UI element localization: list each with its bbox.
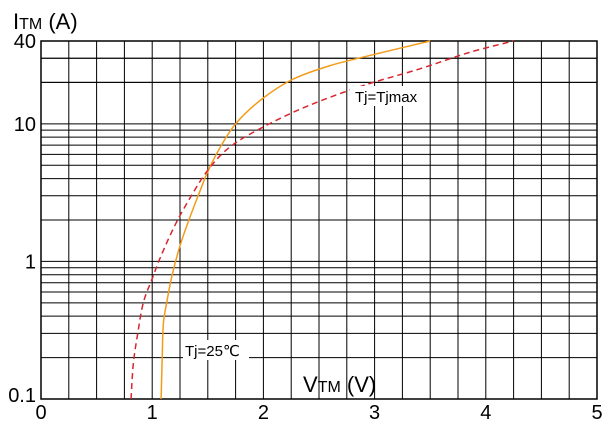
plot-frame <box>40 40 598 400</box>
annotation-background <box>350 86 426 106</box>
annotation-background <box>183 340 249 360</box>
x-tick-label: 3 <box>369 402 380 424</box>
x-axis-label-sub: TM <box>318 379 341 396</box>
x-tick-label: 2 <box>258 402 269 424</box>
annotation-tj25: Tj=25℃ <box>185 343 240 360</box>
series-line-tj-tjmax <box>130 40 514 400</box>
y-tick-label: 1 <box>25 251 36 273</box>
series-group <box>130 40 514 400</box>
x-tick-label: 5 <box>591 402 602 424</box>
y-tick-label: 40 <box>14 31 36 53</box>
x-tick-label: 0 <box>35 402 46 424</box>
x-axis-label-main: V <box>303 372 318 397</box>
plot-border <box>40 40 598 400</box>
series-line-tj-25 <box>160 40 431 400</box>
x-axis-label-unit: (V) <box>341 372 376 397</box>
x-axis-label: VTM (V) <box>303 372 376 397</box>
y-tick-label: 0.1 <box>8 385 36 407</box>
tick-labels: 0 1 2 3 4 5 0.1 1 10 40 <box>8 31 602 424</box>
y-axis-label-unit: (A) <box>42 9 77 34</box>
grid <box>40 40 598 400</box>
y-axis-label-main: I <box>13 9 19 34</box>
x-tick-label: 4 <box>480 402 491 424</box>
x-tick-label: 1 <box>147 402 158 424</box>
y-tick-label: 10 <box>14 114 36 136</box>
annotation-tjmax: Tj=Tjmax <box>355 89 418 106</box>
y-axis-label: ITM (A) <box>13 9 78 34</box>
y-axis-label-sub: TM <box>19 16 42 33</box>
